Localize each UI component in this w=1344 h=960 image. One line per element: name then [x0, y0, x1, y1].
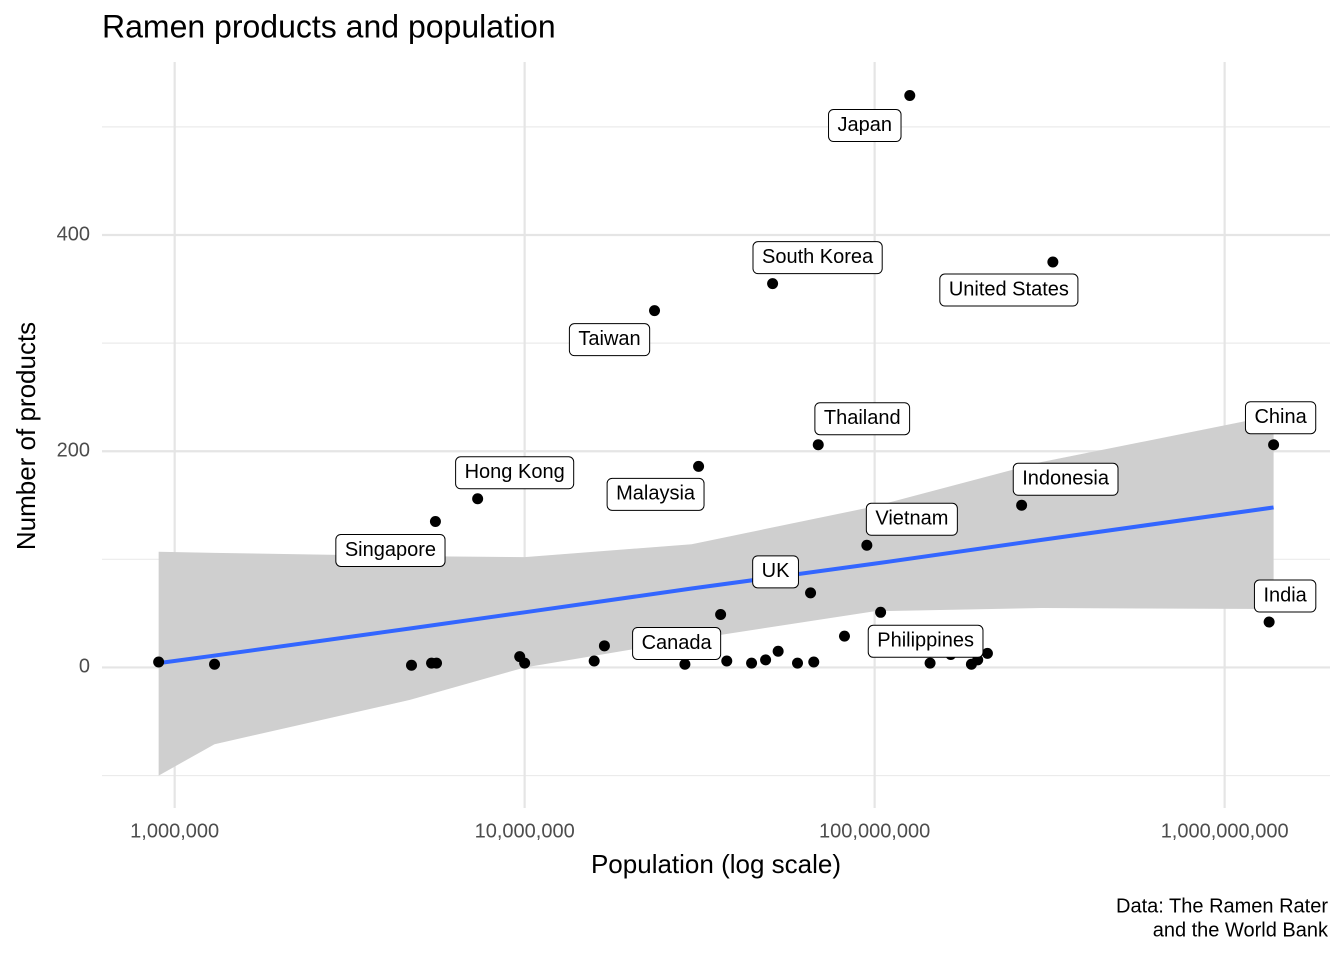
- point-label-text: Taiwan: [578, 328, 640, 350]
- point-label: United States: [939, 273, 1079, 307]
- point-label-text: UK: [762, 560, 790, 582]
- point-label-text: Indonesia: [1022, 468, 1110, 490]
- label-box: [939, 273, 1079, 307]
- point-label: Vietnam: [865, 502, 958, 536]
- point-label: Philippines: [867, 624, 984, 658]
- point-label-text: Thailand: [824, 407, 901, 429]
- point-label: Indonesia: [1012, 462, 1119, 496]
- point: [767, 278, 779, 290]
- point-label: Malaysia: [606, 477, 705, 511]
- caption: and the World Bank: [1153, 919, 1329, 941]
- point-label-text: Vietnam: [875, 508, 948, 530]
- point-label-text: Singapore: [345, 539, 436, 561]
- point: [746, 657, 758, 669]
- label-box: [752, 555, 799, 589]
- x-tick-label: 1,000,000: [130, 820, 219, 842]
- point: [153, 656, 165, 668]
- point: [1047, 256, 1059, 268]
- label-box: [1253, 579, 1317, 613]
- point: [519, 657, 531, 669]
- point: [715, 608, 727, 620]
- label-box: [865, 502, 958, 536]
- x-tick-label: 100,000,000: [819, 820, 930, 842]
- point-label: Japan: [828, 109, 902, 143]
- point: [431, 657, 443, 669]
- point-label: Singapore: [335, 533, 446, 567]
- point: [588, 655, 600, 667]
- point: [875, 606, 887, 618]
- y-tick-label: 0: [79, 656, 90, 678]
- y-tick-label: 200: [57, 439, 90, 461]
- point: [812, 439, 824, 451]
- label-box: [606, 477, 705, 511]
- point: [792, 657, 804, 669]
- point-label: Taiwan: [568, 323, 651, 357]
- point-label-text: China: [1254, 406, 1307, 428]
- point: [808, 656, 820, 668]
- point-label: Canada: [632, 626, 722, 660]
- caption: Data: The Ramen Rater: [1116, 895, 1328, 917]
- y-tick-label: 400: [57, 223, 90, 245]
- point: [861, 539, 873, 551]
- label-box: [828, 109, 902, 143]
- point-label-text: Malaysia: [616, 483, 696, 505]
- point: [649, 305, 661, 317]
- chart-title: Ramen products and population: [102, 8, 556, 44]
- point-label-text: United States: [949, 278, 1069, 300]
- point-label-text: Canada: [642, 632, 713, 654]
- fit-line: [158, 505, 1274, 666]
- point: [772, 645, 784, 657]
- point-label: Thailand: [814, 402, 911, 436]
- label-box: [752, 241, 883, 275]
- point: [429, 515, 441, 527]
- point: [721, 655, 733, 667]
- point: [209, 658, 221, 670]
- label-box: [1244, 401, 1317, 435]
- point-label: India: [1253, 579, 1317, 613]
- label-box: [1012, 462, 1119, 496]
- point-label: South Korea: [752, 241, 883, 275]
- x-axis-title: Population (log scale): [591, 849, 841, 879]
- point: [805, 587, 817, 599]
- point: [981, 647, 993, 659]
- label-box: [632, 626, 722, 660]
- label-box: [335, 533, 446, 567]
- y-axis-title: Number of products: [11, 322, 41, 550]
- point-label: Hong Kong: [455, 456, 575, 490]
- point-label: UK: [752, 555, 799, 589]
- label-box: [568, 323, 651, 357]
- point: [904, 90, 916, 102]
- point: [760, 654, 772, 666]
- point: [838, 630, 850, 642]
- point-label-text: Japan: [838, 114, 893, 136]
- point: [405, 659, 417, 671]
- x-tick-label: 10,000,000: [475, 820, 575, 842]
- x-tick-label: 1,000,000,000: [1161, 820, 1289, 842]
- point-label-text: India: [1263, 584, 1307, 606]
- point: [924, 657, 936, 669]
- point: [1268, 439, 1280, 451]
- point: [1016, 499, 1028, 511]
- label-box: [814, 402, 911, 436]
- label-box: [455, 456, 575, 490]
- point: [1263, 616, 1275, 628]
- point: [679, 658, 691, 670]
- point-label-text: Philippines: [877, 630, 974, 652]
- point: [598, 640, 610, 652]
- point-label-text: Hong Kong: [465, 461, 565, 483]
- point-label: China: [1244, 401, 1317, 435]
- confidence-band: [158, 415, 1274, 776]
- point-label-text: South Korea: [762, 246, 874, 268]
- point: [693, 460, 705, 472]
- point: [472, 493, 484, 505]
- label-box: [867, 624, 984, 658]
